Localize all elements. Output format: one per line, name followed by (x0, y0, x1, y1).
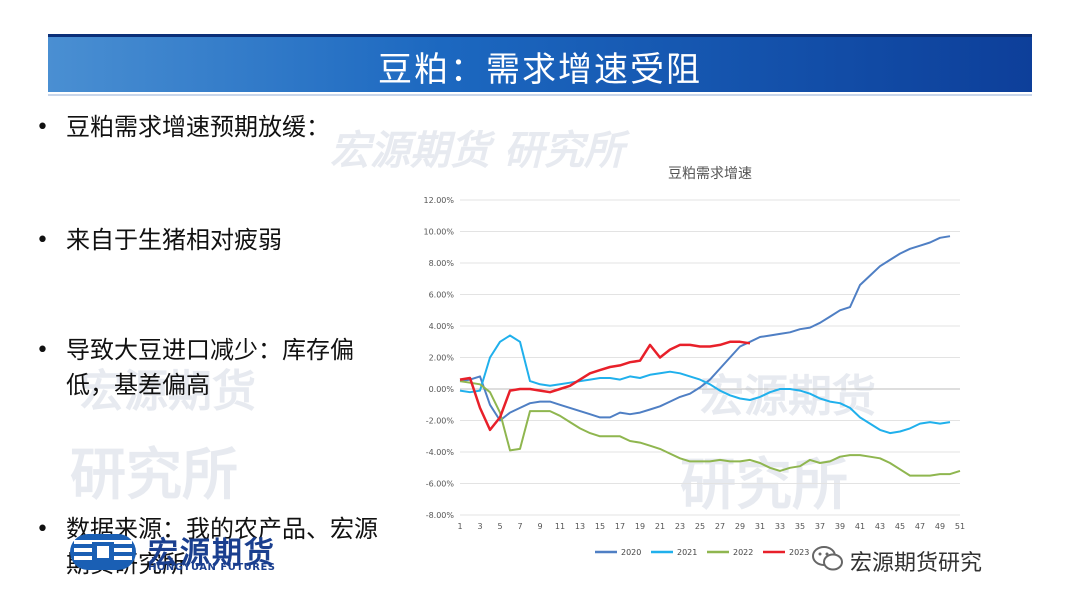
x-tick-label: 15 (595, 522, 605, 531)
chart-title: 豆粕需求增速 (668, 166, 752, 182)
logo-text-en: HONGYUAN FUTURES (148, 562, 276, 573)
watermark-right: 宏源期货 (700, 371, 876, 422)
x-tick-label: 39 (835, 522, 845, 531)
x-tick-label: 7 (517, 522, 522, 531)
series-line-2022 (459, 380, 961, 477)
title-divider (48, 94, 1032, 96)
x-tick-label: 21 (655, 522, 665, 531)
x-tick-label: 9 (537, 522, 542, 531)
y-tick-label: 0.00% (429, 385, 455, 394)
watermark-left-2: 研究所 (70, 443, 238, 508)
x-tick-label: 23 (675, 522, 685, 531)
x-tick-label: 29 (735, 522, 745, 531)
x-tick-label: 49 (935, 522, 945, 531)
x-tick-label: 51 (955, 522, 965, 531)
logo-icon (70, 534, 136, 570)
x-tick-label: 33 (775, 522, 785, 531)
y-tick-label: 6.00% (429, 291, 455, 300)
series-line-2021 (459, 334, 951, 435)
bullet-item: • 来自于生猪相对疲弱 (36, 226, 282, 254)
x-tick-label: 1 (457, 522, 462, 531)
x-tick-label: 35 (795, 522, 805, 531)
wechat-label: 宏源期货研究 (850, 551, 983, 576)
bullet-text: 豆粕需求增速预期放缓： (66, 113, 330, 141)
bullet-text: 来自于生猪相对疲弱 (66, 226, 282, 254)
watermark-main: 宏源期货 研究所 (330, 128, 624, 174)
y-tick-label: -2.00% (426, 417, 455, 426)
demand-growth-chart: 豆粕需求增速 12.00% 10.00% 8.00% 6.00% 4.00% 2.00% 0.… (423, 166, 965, 557)
x-tick-label: 47 (915, 522, 925, 531)
x-tick-label: 27 (715, 522, 725, 531)
x-tick-label: 31 (755, 522, 765, 531)
x-tick-label: 3 (477, 522, 482, 531)
x-tick-label: 11 (555, 522, 565, 531)
legend-label-2023: 2023 (789, 548, 809, 557)
x-tick-label: 13 (575, 522, 585, 531)
bullet-text: 导致大豆进口减少：库存偏低，基差偏高 (66, 336, 354, 399)
watermark-left: 宏源期货 (80, 366, 256, 417)
x-tick-label: 41 (855, 522, 865, 531)
slide-title: 豆粕：需求增速受阻 (378, 50, 702, 90)
legend-label-2021: 2021 (677, 548, 697, 557)
title-bar: 豆粕：需求增速受阻 (48, 34, 1032, 92)
y-tick-label: 12.00% (423, 196, 454, 205)
y-tick-label: 4.00% (429, 322, 455, 331)
y-tick-label: 10.00% (423, 228, 454, 237)
hongyuan-logo: 宏源期货 HONGYUAN FUTURES (70, 528, 310, 576)
series-line-2020 (459, 235, 951, 422)
y-tick-label: 2.00% (429, 354, 455, 363)
bullet-list: • 豆粕需求增速预期放缓： • 来自于生猪相对疲弱 • 导致大豆进口减少：库存偏低，基… (30, 110, 410, 578)
x-tick-label: 43 (875, 522, 885, 531)
x-tick-label: 17 (615, 522, 625, 531)
x-tick-label: 25 (695, 522, 705, 531)
bullet-item: • 导致大豆进口减少：库存偏低，基差偏高 (36, 336, 354, 399)
logo-text-cn: 宏源期货 (148, 536, 276, 571)
y-tick-label: -8.00% (426, 511, 455, 520)
title-stripe (48, 34, 1032, 37)
y-tick-label: -4.00% (426, 448, 455, 457)
y-tick-label: -6.00% (426, 480, 455, 489)
series-line-2023 (459, 340, 751, 432)
bullet-item: • 豆粕需求增速预期放缓： (36, 113, 330, 141)
x-tick-label: 45 (895, 522, 905, 531)
legend-label-2020: 2020 (621, 548, 641, 557)
y-tick-label: 8.00% (429, 259, 455, 268)
x-tick-label: 19 (635, 522, 645, 531)
x-tick-label: 37 (815, 522, 825, 531)
wechat-icon (812, 546, 843, 571)
x-tick-label: 5 (497, 522, 502, 531)
legend-label-2022: 2022 (733, 548, 753, 557)
